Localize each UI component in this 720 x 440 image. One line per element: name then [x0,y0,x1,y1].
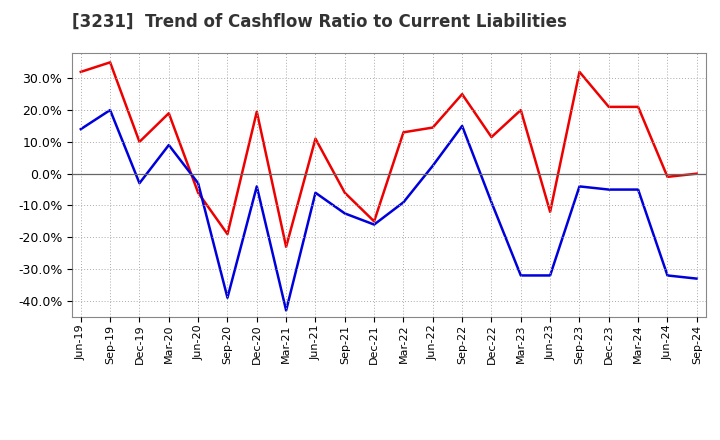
Free CF to Current Liabilities [135,180,144,186]
Operating CF to Current Liabilities [253,109,261,114]
Operating CF to Current Liabilities [428,125,437,130]
Free CF to Current Liabilities [341,211,349,216]
Free CF to Current Liabilities [282,308,290,313]
Operating CF to Current Liabilities [370,219,379,224]
Free CF to Current Liabilities [164,143,173,148]
Free CF to Current Liabilities [693,276,701,281]
Operating CF to Current Liabilities [311,136,320,141]
Operating CF to Current Liabilities [575,69,584,74]
Operating CF to Current Liabilities [282,244,290,249]
Free CF to Current Liabilities [575,184,584,189]
Operating CF to Current Liabilities [106,60,114,65]
Operating CF to Current Liabilities [487,135,496,140]
Operating CF to Current Liabilities [135,139,144,144]
Free CF to Current Liabilities [106,107,114,113]
Line: Operating CF to Current Liabilities: Operating CF to Current Liabilities [81,62,697,247]
Free CF to Current Liabilities [223,295,232,301]
Operating CF to Current Liabilities [693,171,701,176]
Free CF to Current Liabilities [458,123,467,128]
Free CF to Current Liabilities [194,180,202,186]
Text: [3231]  Trend of Cashflow Ratio to Current Liabilities: [3231] Trend of Cashflow Ratio to Curren… [72,13,567,31]
Operating CF to Current Liabilities [164,110,173,116]
Operating CF to Current Liabilities [605,104,613,110]
Free CF to Current Liabilities [487,200,496,205]
Operating CF to Current Liabilities [516,107,525,113]
Free CF to Current Liabilities [634,187,642,192]
Operating CF to Current Liabilities [341,190,349,195]
Operating CF to Current Liabilities [399,130,408,135]
Free CF to Current Liabilities [546,273,554,278]
Free CF to Current Liabilities [76,126,85,132]
Free CF to Current Liabilities [253,184,261,189]
Operating CF to Current Liabilities [458,92,467,97]
Operating CF to Current Liabilities [634,104,642,110]
Free CF to Current Liabilities [605,187,613,192]
Operating CF to Current Liabilities [663,174,672,180]
Free CF to Current Liabilities [428,163,437,169]
Free CF to Current Liabilities [516,273,525,278]
Line: Free CF to Current Liabilities: Free CF to Current Liabilities [81,110,697,311]
Free CF to Current Liabilities [370,222,379,227]
Free CF to Current Liabilities [311,190,320,195]
Operating CF to Current Liabilities [194,190,202,195]
Free CF to Current Liabilities [663,273,672,278]
Operating CF to Current Liabilities [223,231,232,237]
Free CF to Current Liabilities [399,200,408,205]
Operating CF to Current Liabilities [76,69,85,74]
Operating CF to Current Liabilities [546,209,554,214]
